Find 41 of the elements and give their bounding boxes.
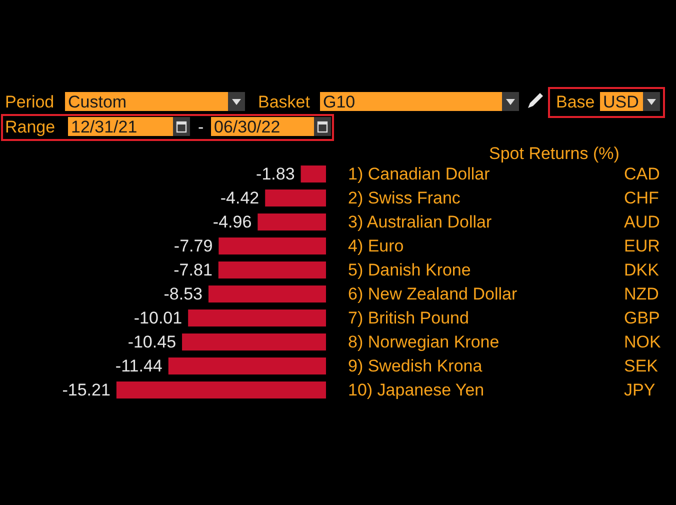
y2-tick-label: NZD: [624, 284, 659, 304]
y-tick-label: 8) Norwegian Krone: [348, 332, 500, 352]
y2-tick-label: NOK: [624, 332, 662, 352]
y-tick-label: 3) Australian Dollar: [348, 212, 492, 232]
data-label: -8.53: [164, 284, 202, 304]
y-tick-label: 5) Danish Krone: [348, 260, 471, 280]
data-label: -7.79: [174, 236, 213, 256]
text: Base: [556, 92, 595, 112]
y-tick-label: 6) New Zealand Dollar: [348, 284, 518, 304]
y-tick-label: 10) Japanese Yen: [348, 380, 484, 400]
y2-tick-label: AUD: [624, 212, 660, 232]
data-label: -4.96: [212, 212, 252, 232]
y-tick-label: 4) Euro: [348, 236, 404, 256]
data-label: -4.42: [220, 188, 260, 208]
text: Basket: [258, 92, 310, 112]
y2-tick-label: GBP: [624, 308, 660, 328]
data-label: -10.45: [128, 332, 176, 352]
y-tick-label: 2) Swiss Franc: [348, 188, 461, 208]
text: Range: [5, 118, 56, 136]
text: 06/30/22: [214, 118, 280, 136]
text: 12/31/21: [71, 118, 138, 136]
y2-tick-label: EUR: [624, 236, 660, 256]
y2-tick-label: JPY: [624, 380, 656, 400]
text: Custom: [68, 92, 127, 112]
text: Spot Returns (%): [489, 144, 620, 163]
data-label: -15.21: [62, 380, 110, 400]
data-label: -10.01: [134, 308, 182, 328]
y2-tick-label: DKK: [624, 260, 660, 280]
text: Period: [5, 92, 54, 112]
y2-tick-label: CAD: [624, 164, 660, 184]
y2-tick-label: CHF: [624, 188, 659, 208]
data-label: -1.83: [256, 164, 295, 184]
y2-tick-label: SEK: [624, 356, 659, 376]
text: USD: [603, 92, 639, 112]
data-label: -11.44: [115, 356, 162, 376]
text: G10: [323, 92, 356, 112]
y-tick-label: 7) British Pound: [348, 308, 469, 328]
y-tick-label: 9) Swedish Krona: [348, 356, 483, 376]
data-label: -7.81: [174, 260, 212, 280]
text: -: [198, 118, 204, 136]
y-tick-label: 1) Canadian Dollar: [348, 164, 490, 184]
